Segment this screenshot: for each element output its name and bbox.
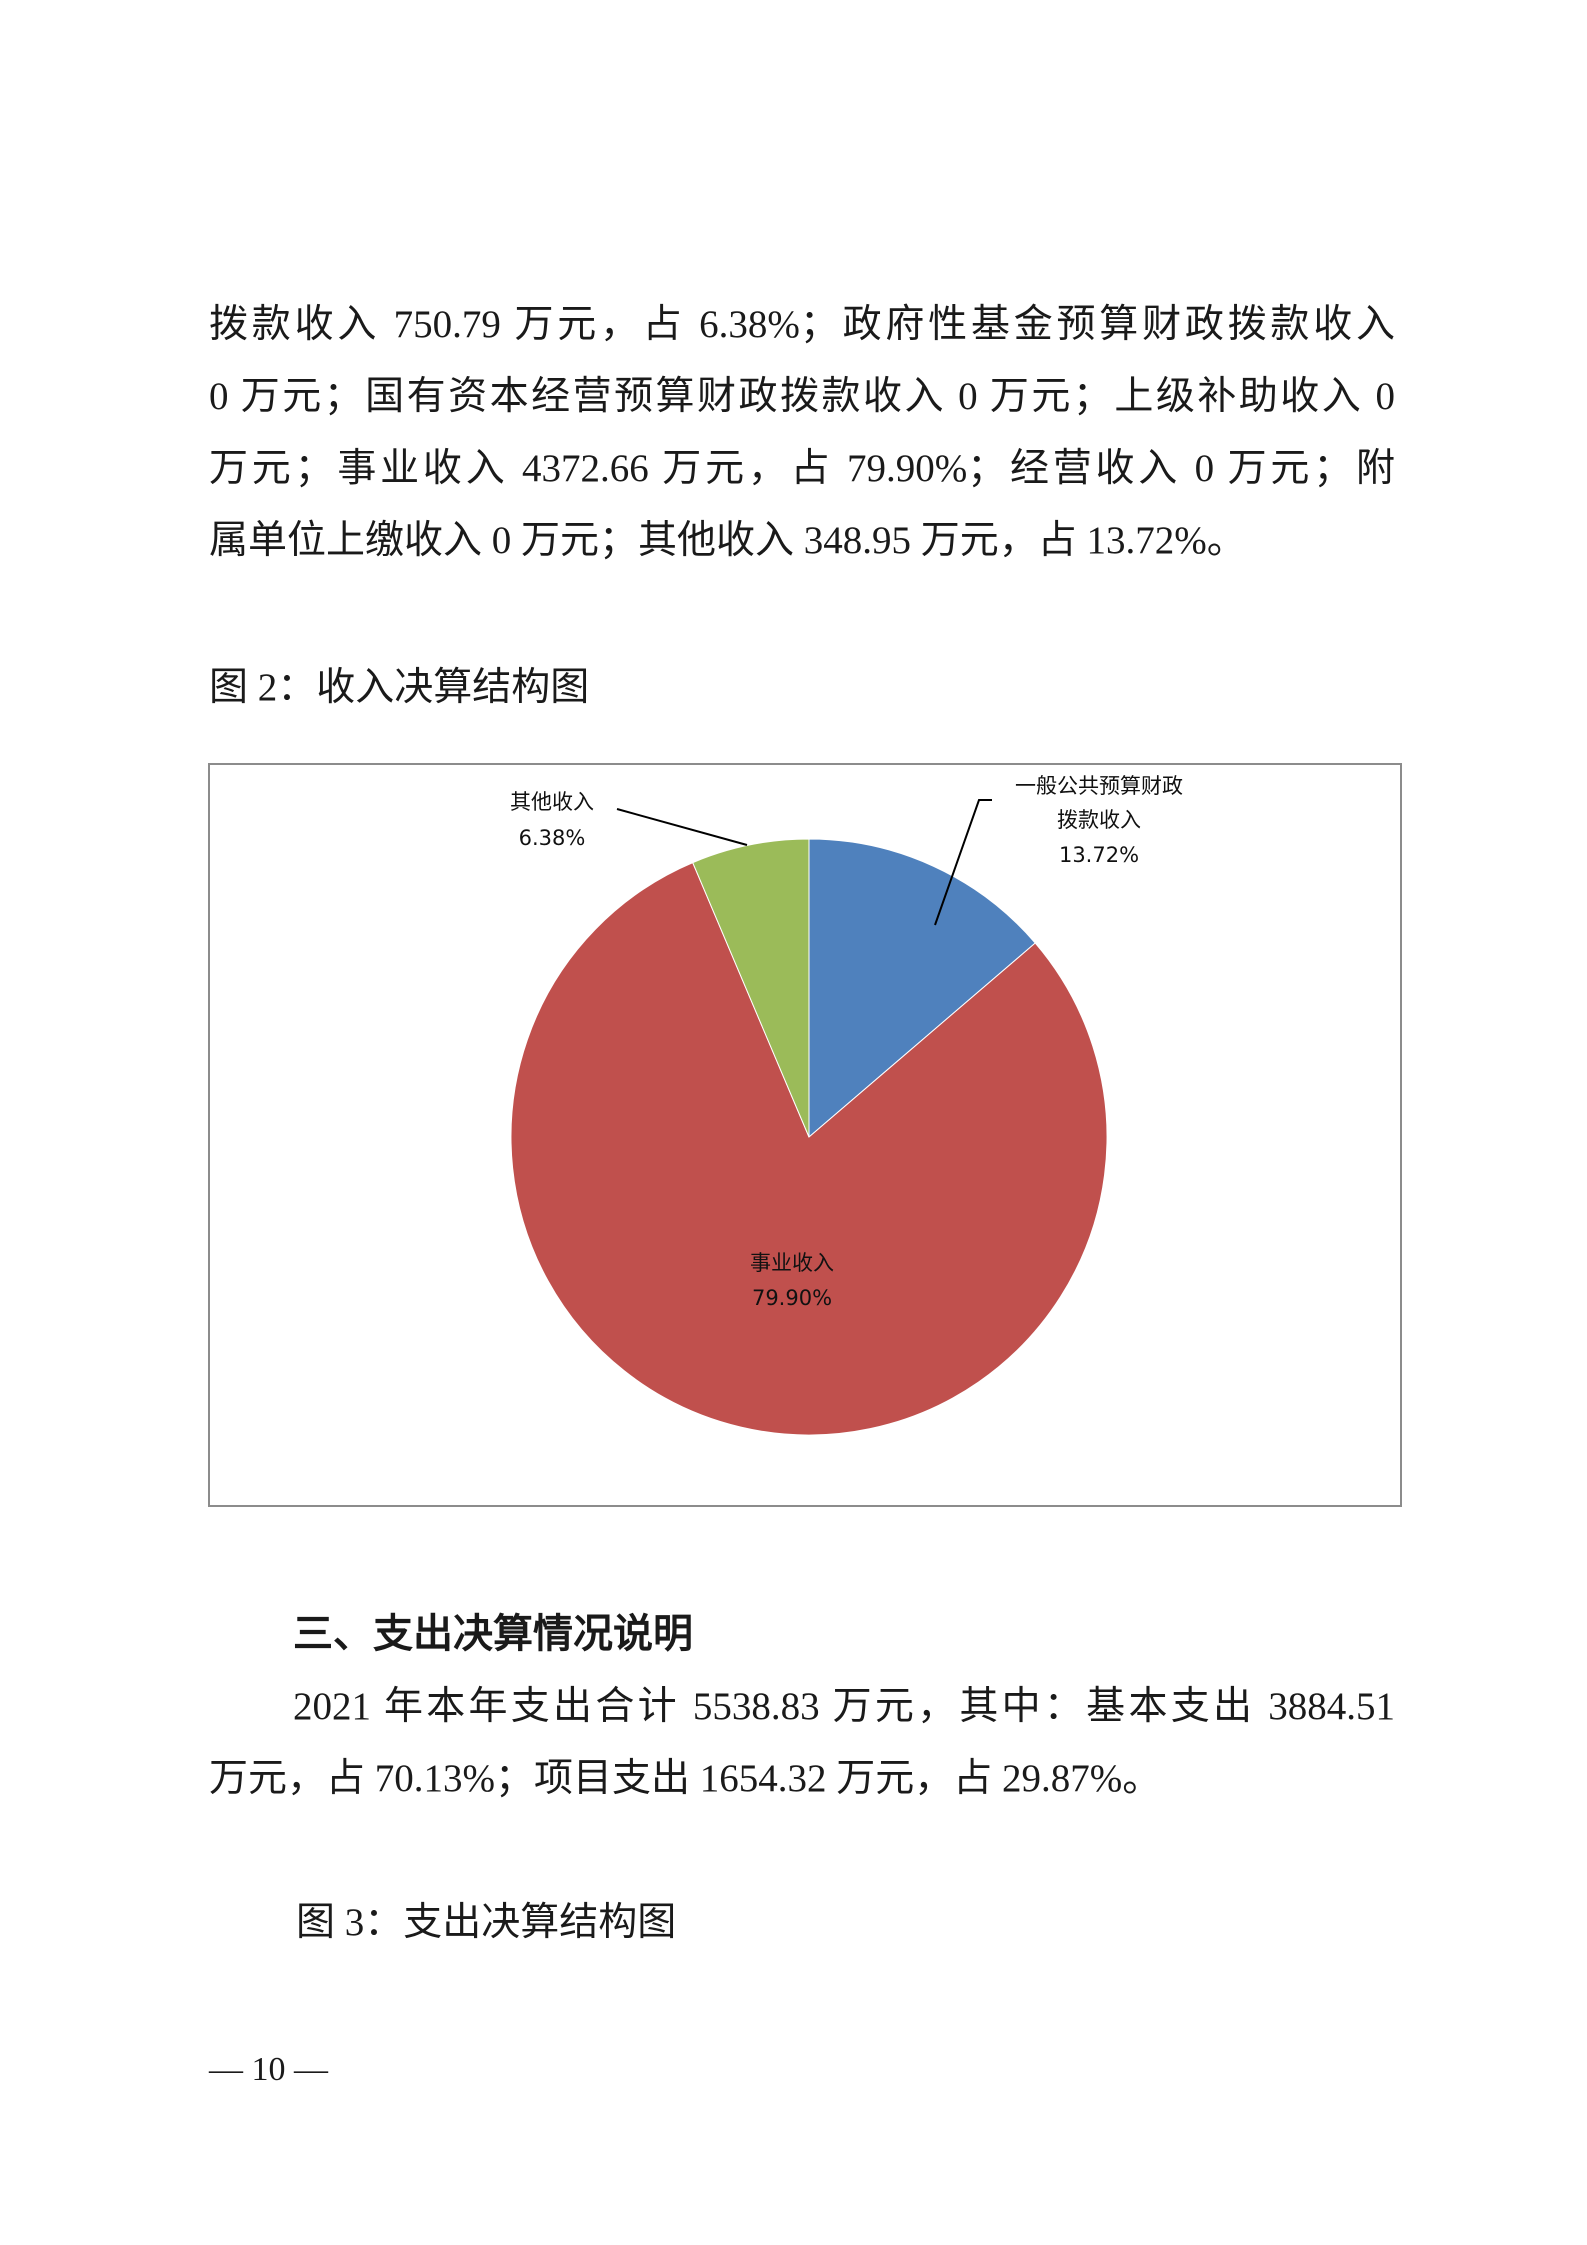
- value-other: 6.38%: [519, 826, 586, 850]
- leader-line-other: [616, 808, 748, 846]
- leader-line-general: [934, 799, 992, 926]
- page-number: — 10 —: [209, 2051, 328, 2088]
- body-text-line: 2021 年本年支出合计 5538.83 万元，其中：基本支出 3884.51: [293, 1685, 1395, 1728]
- label-general-2: 拨款收入: [1057, 808, 1141, 832]
- income-pie-chart: 其他收入 6.38% 一般公共预算财政 拨款收入 13.72% 事业收入 79.…: [208, 763, 1402, 1507]
- label-other: 其他收入: [510, 790, 594, 814]
- body-text-line: 拨款收入 750.79 万元，占 6.38%；政府性基金预算财政拨款收入: [209, 303, 1395, 346]
- body-text-line: 属单位上缴收入 0 万元；其他收入 348.95 万元，占 13.72%。: [209, 519, 1246, 562]
- section-heading: 三、支出决算情况说明: [293, 1611, 693, 1657]
- pie-svg: 其他收入 6.38% 一般公共预算财政 拨款收入 13.72% 事业收入 79.…: [510, 774, 1183, 1436]
- body-text-line: 万元，占 70.13%；项目支出 1654.32 万元，占 29.87%。: [209, 1757, 1162, 1800]
- pie-slice-1: [510, 861, 1108, 1436]
- figure3-caption: 图 3：支出决算结构图: [296, 1901, 677, 1944]
- label-general-1: 一般公共预算财政: [1015, 774, 1183, 798]
- body-text-line: 万元；事业收入 4372.66 万元，占 79.90%；经营收入 0 万元；附: [209, 447, 1395, 490]
- value-general: 13.72%: [1059, 843, 1139, 867]
- label-business: 事业收入: [750, 1251, 834, 1275]
- value-business: 79.90%: [752, 1286, 832, 1310]
- pie-slice-0: [808, 838, 1036, 1139]
- figure2-caption: 图 2：收入决算结构图: [209, 666, 590, 709]
- pie-slice-2: [692, 838, 810, 1138]
- body-text-line: 0 万元；国有资本经营预算财政拨款收入 0 万元；上级补助收入 0: [209, 375, 1395, 418]
